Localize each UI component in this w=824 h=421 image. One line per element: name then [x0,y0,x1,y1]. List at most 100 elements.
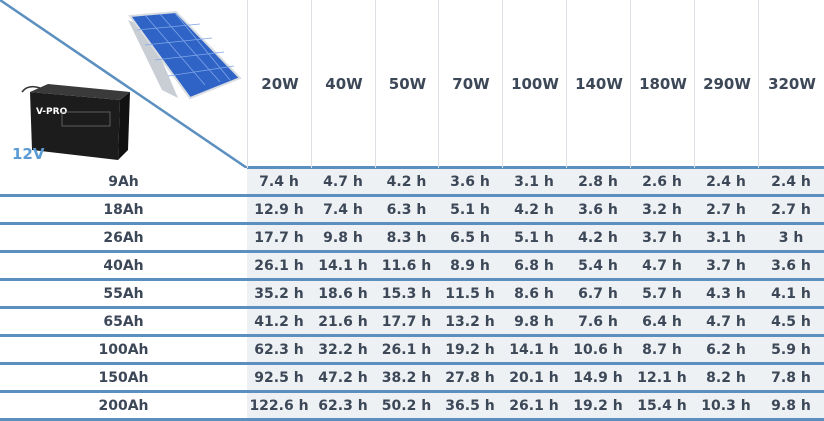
table-cell: 6.8 h [502,253,566,278]
table-cell: 3 h [758,225,824,250]
table-cell: 9.8 h [758,393,824,418]
table-cell: 5.9 h [758,337,824,362]
table-cell: 5.7 h [630,281,694,306]
table-cell: 62.3 h [247,337,311,362]
table-cell: 3.6 h [758,253,824,278]
row-label: 100Ah [0,337,247,362]
table-cell: 4.2 h [375,169,438,194]
table-cell: 2.4 h [694,169,758,194]
table-cell: 3.1 h [502,169,566,194]
table-cell: 3.6 h [438,169,502,194]
table-cell: 50.2 h [375,393,438,418]
column-header-140w: 140W [566,0,631,168]
corner-illustration: V-PRO [0,0,248,170]
table-cell: 26.1 h [247,253,311,278]
table-cell: 11.5 h [438,281,502,306]
row-label: 18Ah [0,197,247,222]
svg-text:V-PRO: V-PRO [36,107,68,117]
table-cell: 5.4 h [566,253,630,278]
table-cell: 17.7 h [247,225,311,250]
table-cell: 8.7 h [630,337,694,362]
table-cell: 3.7 h [630,225,694,250]
column-header-70w: 70W [438,0,503,168]
table-cell: 10.3 h [694,393,758,418]
table-cell: 14.1 h [502,337,566,362]
table-cell: 5.1 h [438,197,502,222]
table-cell: 13.2 h [438,309,502,334]
table-cell: 4.1 h [758,281,824,306]
column-header-180w: 180W [630,0,695,168]
table-row: 18Ah 12.9 h 7.4 h 6.3 h 5.1 h 4.2 h 3.6 h 3.2 h… [0,197,824,225]
table-cell: 47.2 h [311,365,375,390]
table-row: 150Ah 92.5 h 47.2 h 38.2 h 27.8 h 20.1 h 14.9 … [0,365,824,393]
table-cell: 4.7 h [311,169,375,194]
diagonal-divider [0,0,248,170]
table-cell: 21.6 h [311,309,375,334]
table-cell: 26.1 h [502,393,566,418]
table-cell: 20.1 h [502,365,566,390]
table-cell: 6.3 h [375,197,438,222]
column-header-40w: 40W [311,0,376,168]
table-cell: 7.8 h [758,365,824,390]
table-cell: 14.9 h [566,365,630,390]
table-cell: 9.8 h [502,309,566,334]
table-cell: 10.6 h [566,337,630,362]
table-cell: 9.8 h [311,225,375,250]
table-cell: 4.2 h [566,225,630,250]
row-label: 40Ah [0,253,247,278]
table-cell: 19.2 h [438,337,502,362]
table-cell: 6.5 h [438,225,502,250]
table-row: 65Ah 41.2 h 21.6 h 17.7 h 13.2 h 9.8 h 7.6 h 6.… [0,309,824,337]
table-cell: 38.2 h [375,365,438,390]
table-cell: 6.4 h [630,309,694,334]
table-cell: 8.6 h [502,281,566,306]
table-cell: 2.8 h [566,169,630,194]
table-row: 100Ah 62.3 h 32.2 h 26.1 h 19.2 h 14.1 h 10.6 … [0,337,824,365]
row-label: 26Ah [0,225,247,250]
table-cell: 3.1 h [694,225,758,250]
column-header-320w: 320W [758,0,824,168]
row-label: 65Ah [0,309,247,334]
table-cell: 7.6 h [566,309,630,334]
table-cell: 2.6 h [630,169,694,194]
table-cell: 7.4 h [311,197,375,222]
table-cell: 11.6 h [375,253,438,278]
row-label: 150Ah [0,365,247,390]
column-header-290w: 290W [694,0,759,168]
battery-icon: V-PRO [21,84,130,160]
table-cell: 8.2 h [694,365,758,390]
table-cell: 7.4 h [247,169,311,194]
voltage-label: 12V [12,145,45,163]
table-cell: 6.2 h [694,337,758,362]
table-cell: 2.7 h [758,197,824,222]
table-cell: 14.1 h [311,253,375,278]
table-cell: 4.5 h [758,309,824,334]
table-cell: 8.9 h [438,253,502,278]
table-cell: 92.5 h [247,365,311,390]
table-corner: V-PRO 12V [0,0,248,170]
table-cell: 3.7 h [694,253,758,278]
table-cell: 3.6 h [566,197,630,222]
table-row: 26Ah 17.7 h 9.8 h 8.3 h 6.5 h 5.1 h 4.2 h 3.7 h… [0,225,824,253]
table-cell: 122.6 h [247,393,311,418]
table-cell: 12.9 h [247,197,311,222]
table-cell: 19.2 h [566,393,630,418]
table-cell: 15.3 h [375,281,438,306]
table-cell: 15.4 h [630,393,694,418]
column-header-20w: 20W [247,0,312,168]
table-cell: 27.8 h [438,365,502,390]
table-cell: 35.2 h [247,281,311,306]
table-row: 200Ah 122.6 h 62.3 h 50.2 h 36.5 h 26.1 h 19.2… [0,393,824,421]
table-row: 55Ah 35.2 h 18.6 h 15.3 h 11.5 h 8.6 h 6.7 h 5.… [0,281,824,309]
header-divider [247,166,824,169]
table-cell: 5.1 h [502,225,566,250]
table-row: 9Ah 7.4 h 4.7 h 4.2 h 3.6 h 3.1 h 2.8 h 2.6 h 2.… [0,169,824,197]
table-cell: 8.3 h [375,225,438,250]
table-cell: 4.7 h [630,253,694,278]
table-cell: 12.1 h [630,365,694,390]
table-row: 40Ah 26.1 h 14.1 h 11.6 h 8.9 h 6.8 h 5.4 h 4.7… [0,253,824,281]
table-cell: 36.5 h [438,393,502,418]
table-cell: 62.3 h [311,393,375,418]
table-cell: 17.7 h [375,309,438,334]
